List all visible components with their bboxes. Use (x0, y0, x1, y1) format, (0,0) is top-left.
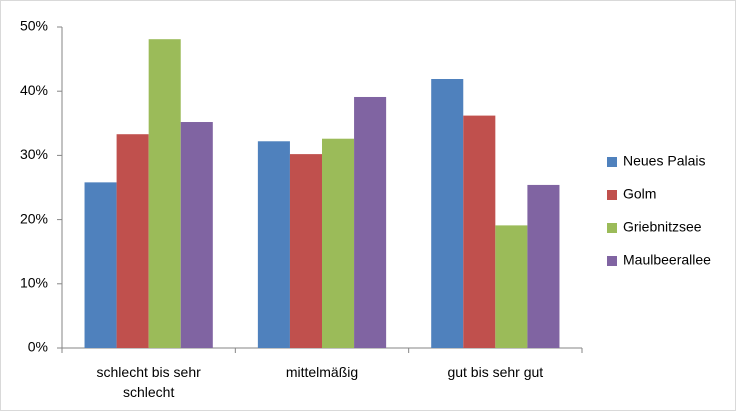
bar (431, 79, 464, 348)
x-tick-label: schlecht bis sehr schlecht (96, 364, 201, 400)
bar (116, 134, 149, 348)
bar (289, 154, 322, 348)
legend-label: Golm (623, 186, 656, 202)
x-tick-label: gut bis sehr gut (447, 364, 544, 380)
bar (257, 141, 290, 348)
bar (527, 184, 560, 348)
legend-marker (607, 190, 617, 200)
y-tick-label: 10% (20, 275, 48, 291)
y-tick-label: 0% (28, 339, 48, 355)
y-tick-label: 30% (20, 146, 48, 162)
bar (84, 182, 117, 348)
y-tick-label: 20% (20, 210, 48, 226)
legend-marker (607, 157, 617, 167)
bar (180, 122, 213, 349)
bar (148, 39, 181, 348)
x-tick-label: mittelmäßig (285, 364, 359, 380)
legend-label: Neues Palais (623, 153, 706, 169)
bar (463, 115, 496, 348)
legend-label: Griebnitzsee (623, 219, 702, 235)
y-tick-label: 50% (20, 18, 48, 34)
bar (354, 96, 387, 348)
y-tick-label: 40% (20, 82, 48, 98)
legend-label: Maulbeerallee (623, 252, 711, 268)
bar (322, 138, 355, 348)
legend-marker (607, 223, 617, 233)
bar (495, 225, 528, 348)
legend-marker (607, 256, 617, 266)
